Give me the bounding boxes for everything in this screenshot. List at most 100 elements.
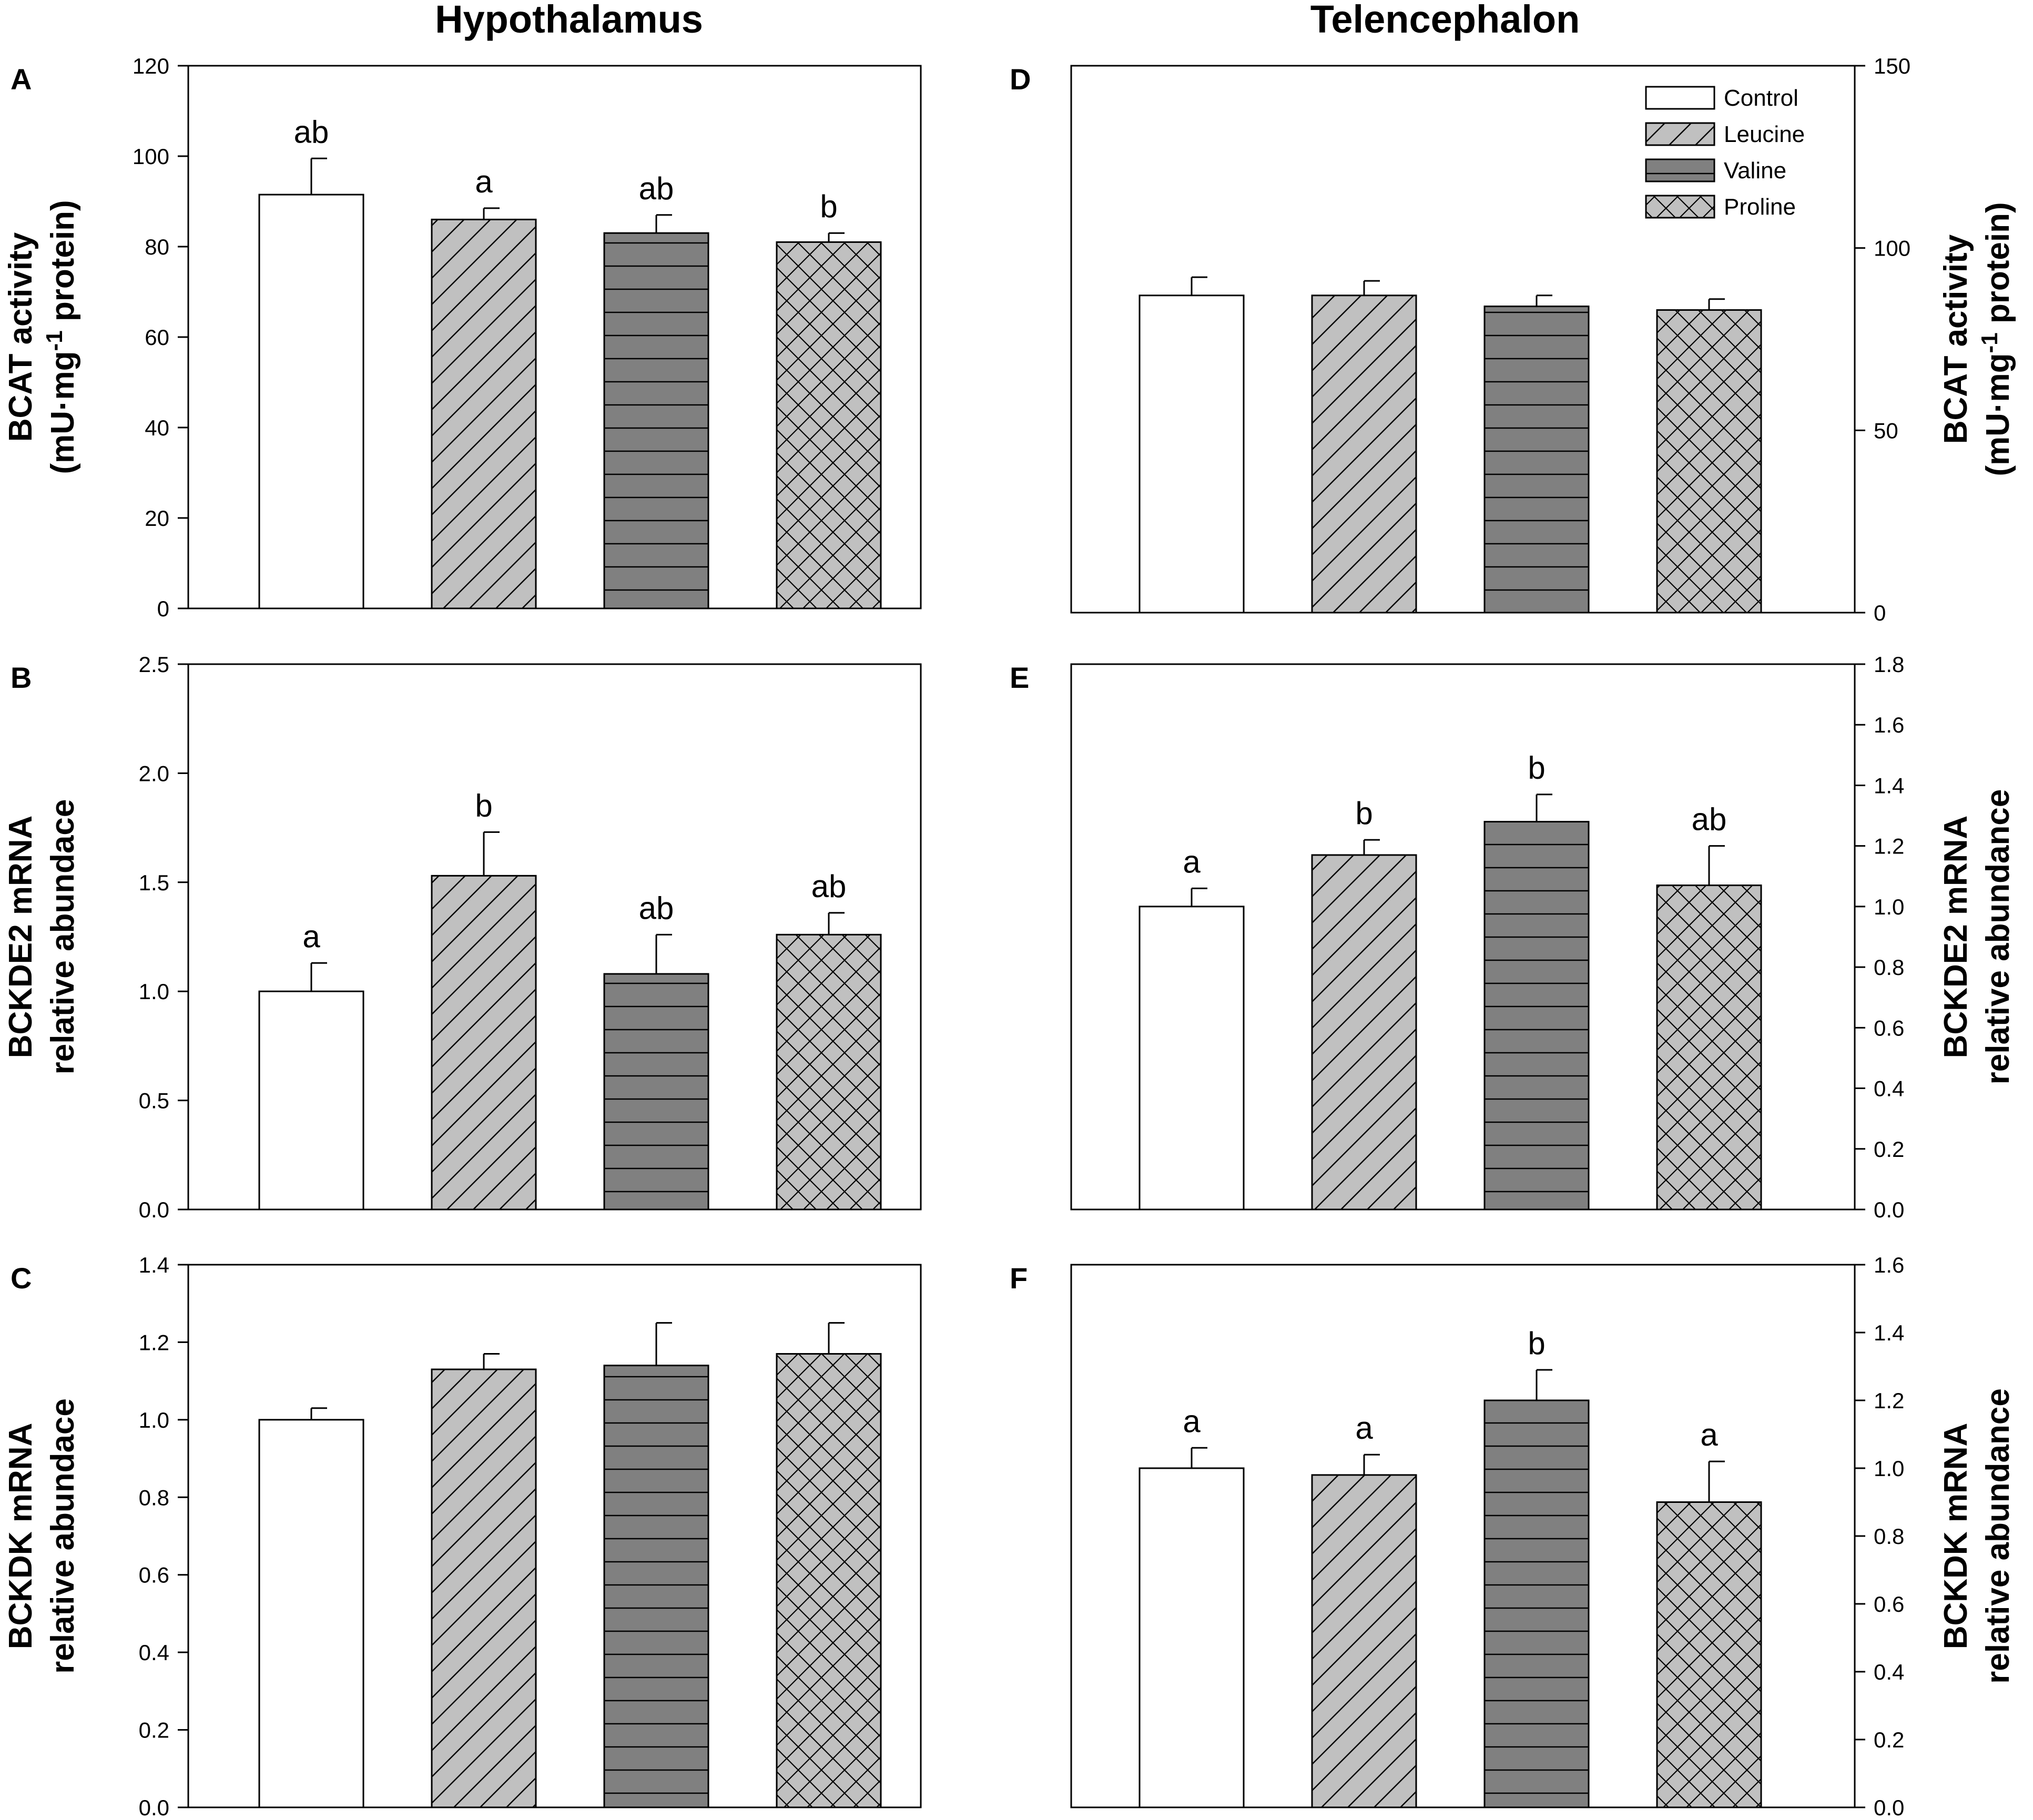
y-tick-label: 2.0 [139, 761, 169, 786]
bar-proline [1656, 1501, 1762, 1808]
y-axis-label-units: relative abundace [45, 1398, 81, 1674]
legend-swatch-valine [1645, 158, 1715, 182]
legend: Control Leucine Valine Proline [1645, 85, 1805, 220]
y-tick-label: 0.8 [139, 1485, 169, 1510]
significance-label: b [475, 788, 492, 823]
bar-leucine [431, 218, 537, 609]
significance-label: ab [639, 171, 674, 206]
y-tick-label: 1.4 [1874, 1320, 1904, 1345]
y-tick-label: 1.2 [1874, 1388, 1904, 1413]
y-axis-label-units: (mU·mg-1 protein) [42, 200, 81, 474]
bar-control [258, 1419, 364, 1808]
y-axis-label: BCKDE2 mRNA [1938, 816, 1974, 1059]
column-title-hypothalamus: Hypothalamus [435, 0, 703, 41]
column-title-telencephalon: Telencephalon [1310, 0, 1580, 41]
bar-proline [1656, 884, 1762, 1211]
bar-valine [603, 1365, 709, 1808]
significance-label: a [1355, 1410, 1373, 1446]
bar-control [258, 194, 364, 609]
significance-label: a [1700, 1417, 1718, 1452]
bar-control [1139, 906, 1245, 1211]
y-tick-label: 0.0 [1874, 1197, 1904, 1222]
significance-label: ab [639, 890, 674, 926]
y-axis-label: BCKDK mRNA [1938, 1423, 1974, 1650]
y-tick-label: 0.6 [1874, 1592, 1904, 1616]
plot-frame [1070, 65, 1856, 614]
y-axis-label-units: relative abundance [1980, 1388, 2016, 1684]
y-tick-label: 0 [157, 596, 169, 621]
legend-label-valine: Valine [1724, 158, 1786, 184]
panel-c: C 0.0 0.2 0.4 0.6 0.8 1.0 1.2 1.4 BCKDK mRNA relat… [3, 1253, 922, 1820]
panel-a: Aab a ab b 0 20 40 60 80 100 120 BCAT activity (mU·m… [3, 54, 922, 621]
y-tick-label: 0.5 [139, 1089, 169, 1113]
significance-label: ab [811, 869, 847, 904]
bar-proline [776, 1353, 882, 1808]
y-tick-label: 20 [145, 506, 169, 531]
y-tick-label: 1.4 [139, 1253, 169, 1277]
bar-control [258, 990, 364, 1211]
panel-d: D 0 50 100 150 BCAT activity (mU·mg-1 protein) [1010, 54, 2016, 625]
y-tick-label: 1.0 [139, 1408, 169, 1432]
y-tick-label: 2.5 [139, 652, 169, 677]
legend-label-proline: Proline [1724, 194, 1796, 220]
y-tick-label: 1.4 [1874, 773, 1904, 798]
y-tick-label: 0.0 [1874, 1795, 1904, 1820]
y-tick-label: 1.8 [1874, 652, 1904, 677]
bar-valine [1483, 1399, 1590, 1808]
y-tick-label: 1.6 [1874, 1253, 1904, 1277]
y-tick-label: 40 [145, 415, 169, 440]
y-tick-label: 60 [145, 325, 169, 350]
panel-letter: B [11, 661, 32, 694]
y-tick-label: 1.2 [1874, 834, 1904, 859]
panel-letter: A [11, 63, 32, 96]
y-tick-label: 50 [1874, 418, 1898, 443]
y-tick-label: 0.0 [139, 1795, 169, 1820]
significance-label: ab [1692, 802, 1727, 837]
panel-e: Eabbab0.00.20.40.60.81.01.21.41.61.8BCKD… [1010, 652, 2016, 1222]
plot-frame [187, 663, 922, 1211]
y-tick-label: 150 [1874, 54, 1910, 78]
y-tick-label: 0.8 [1874, 1524, 1904, 1549]
y-tick-label: 100 [133, 144, 169, 169]
y-tick-label: 0.8 [1874, 955, 1904, 980]
significance-label: b [1528, 1326, 1545, 1361]
y-axis-label-units: relative abundace [45, 799, 81, 1075]
bar-control [1139, 1467, 1245, 1808]
significance-label: ab [294, 114, 329, 149]
y-tick-label: 0.2 [1874, 1137, 1904, 1162]
significance-label: a [1183, 1404, 1201, 1439]
y-tick-label: 0.4 [1874, 1660, 1904, 1684]
y-tick-label: 1.0 [1874, 894, 1904, 919]
y-axis-label: BCKDE2 mRNA [3, 816, 39, 1059]
panel-letter: D [1010, 63, 1031, 96]
y-tick-label: 120 [133, 54, 169, 78]
significance-label: b [820, 189, 837, 224]
bar-valine [603, 232, 709, 609]
y-tick-label: 0.0 [139, 1197, 169, 1222]
plot-frame [187, 1264, 922, 1808]
plot-frame [1070, 663, 1856, 1211]
legend-label-control: Control [1724, 85, 1798, 111]
y-tick-label: 0.4 [139, 1640, 169, 1665]
bar-proline [1656, 309, 1762, 614]
panel-letter: F [1010, 1262, 1028, 1295]
bar-leucine [1311, 854, 1417, 1211]
bar-proline [776, 933, 882, 1211]
y-tick-label: 1.5 [139, 870, 169, 895]
bar-valine [603, 973, 709, 1211]
panel-f: Fa a b a 0.0 0.2 0.4 0.6 0.8 1.0 1.2 1.4 1.6 BCKDK mR… [1010, 1253, 2016, 1820]
significance-label: a [302, 919, 320, 954]
panel-letter: E [1010, 661, 1029, 694]
bar-proline [776, 241, 882, 609]
y-tick-label: 80 [145, 235, 169, 259]
y-tick-label: 0.2 [1874, 1727, 1904, 1752]
bar-control [1139, 294, 1245, 614]
bar-valine [1483, 821, 1590, 1211]
panel-letter: C [11, 1262, 32, 1295]
bar-valine [1483, 306, 1590, 614]
legend-swatch-control [1645, 86, 1715, 110]
significance-label: b [1355, 796, 1373, 831]
